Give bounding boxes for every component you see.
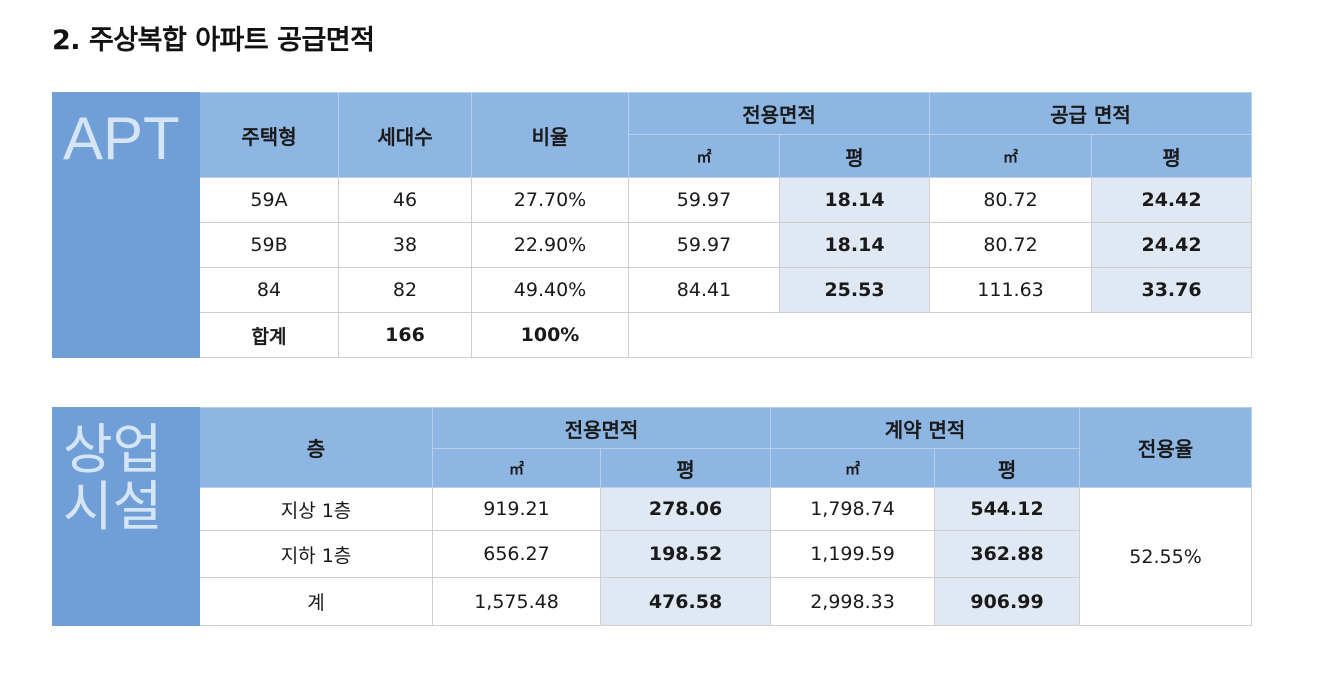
header-type: 주택형 xyxy=(199,92,339,178)
cell-exclusive-pyeong: 278.06 xyxy=(599,487,772,531)
cell-exclusive-sqm: 656.27 xyxy=(432,530,601,578)
table-row: 84 82 49.40% 84.41 25.53 111.63 33.76 xyxy=(53,267,1253,313)
cell-ratio: 27.70% xyxy=(471,177,629,223)
cell-floor: 지하 1층 xyxy=(199,530,433,578)
table-row: 59A 46 27.70% 59.97 18.14 80.72 24.42 xyxy=(53,177,1253,223)
cell-units: 82 xyxy=(338,267,472,313)
cell-exclusive-sqm: 919.21 xyxy=(432,487,601,531)
cell-type: 59A xyxy=(199,177,339,223)
cell-supply-sqm: 111.63 xyxy=(929,267,1093,313)
cell-total-label: 합계 xyxy=(199,312,339,358)
header-supply-pyeong: 평 xyxy=(1091,134,1253,178)
header-contract-area: 계약 면적 xyxy=(770,407,1081,449)
cell-ratio: 22.90% xyxy=(471,222,629,268)
table-row: 지하 1층 656.27 198.52 1,199.59 362.88 xyxy=(53,530,1252,578)
cell-contract-sqm: 1,199.59 xyxy=(770,530,936,578)
cell-contract-pyeong: 362.88 xyxy=(934,530,1081,578)
cell-exclusive-rate: 52.55% xyxy=(1079,487,1253,626)
cell-total-ratio: 100% xyxy=(471,312,629,358)
apt-side-label: APT xyxy=(52,92,200,358)
header-exclusive-sqm: ㎡ xyxy=(432,448,601,488)
cell-contract-pyeong: 544.12 xyxy=(934,487,1081,531)
table-row-total: 합계 166 100% xyxy=(53,312,1253,358)
header-contract-pyeong: 평 xyxy=(934,448,1081,488)
commercial-side-label: 상업 시설 xyxy=(52,407,200,626)
cell-floor: 계 xyxy=(199,577,433,626)
header-floor: 층 xyxy=(199,407,433,488)
cell-supply-pyeong: 24.42 xyxy=(1091,222,1253,268)
header-units: 세대수 xyxy=(338,92,472,178)
cell-ratio: 49.40% xyxy=(471,267,629,313)
cell-floor: 지상 1층 xyxy=(199,487,433,531)
page-title: 2. 주상복합 아파트 공급면적 xyxy=(52,25,375,56)
commercial-area-table: 상업 시설 층 전용면적 계약 면적 전용율 ㎡ 평 ㎡ 평 지상 1층 919.… xyxy=(52,407,1253,626)
header-exclusive-sqm: ㎡ xyxy=(628,134,780,178)
table-row: 지상 1층 919.21 278.06 1,798.74 544.12 52.5… xyxy=(53,487,1253,626)
cell-units: 38 xyxy=(338,222,472,268)
cell-units: 46 xyxy=(338,177,472,223)
header-supply-sqm: ㎡ xyxy=(929,134,1093,178)
header-ratio: 비율 xyxy=(471,92,629,178)
cell-contract-pyeong: 906.99 xyxy=(934,577,1081,626)
cell-exclusive-pyeong: 18.14 xyxy=(778,222,931,268)
cell-exclusive-pyeong: 25.53 xyxy=(778,267,931,313)
cell-total-empty xyxy=(627,312,1253,358)
cell-supply-sqm: 80.72 xyxy=(929,177,1093,223)
header-exclusive-area: 전용면적 xyxy=(431,407,772,449)
header-exclusive-rate: 전용율 xyxy=(1079,407,1253,488)
header-exclusive-pyeong: 평 xyxy=(778,134,931,178)
cell-contract-sqm: 2,998.33 xyxy=(770,577,936,626)
cell-contract-sqm: 1,798.74 xyxy=(770,487,936,531)
cell-supply-pyeong: 24.42 xyxy=(1091,177,1253,223)
cell-exclusive-pyeong: 476.58 xyxy=(599,577,772,626)
cell-type: 59B xyxy=(199,222,339,268)
side-label-line1: 상업 xyxy=(63,420,163,480)
apt-table-section: APT 주택형 세대수 비율 전용면적 공급 면적 ㎡ 평 ㎡ 평 59A 46… xyxy=(52,92,1253,358)
cell-exclusive-pyeong: 18.14 xyxy=(778,177,931,223)
commercial-table-section: 상업 시설 층 전용면적 계약 면적 전용율 ㎡ 평 ㎡ 평 지상 1층 919.… xyxy=(52,407,1253,626)
cell-supply-pyeong: 33.76 xyxy=(1091,267,1253,313)
cell-exclusive-sqm: 1,575.48 xyxy=(432,577,601,626)
cell-exclusive-pyeong: 198.52 xyxy=(599,530,772,578)
header-supply-area: 공급 면적 xyxy=(929,92,1253,135)
table-row-total: 계 1,575.48 476.58 2,998.33 906.99 xyxy=(53,577,1252,626)
cell-type: 84 xyxy=(199,267,339,313)
header-exclusive-pyeong: 평 xyxy=(599,448,772,488)
cell-supply-sqm: 80.72 xyxy=(929,222,1093,268)
side-label-line2: 시설 xyxy=(63,476,163,537)
cell-exclusive-sqm: 59.97 xyxy=(628,177,780,223)
header-contract-sqm: ㎡ xyxy=(770,448,936,488)
header-exclusive-area: 전용면적 xyxy=(627,92,931,135)
apt-area-table: APT 주택형 세대수 비율 전용면적 공급 면적 ㎡ 평 ㎡ 평 59A 46… xyxy=(52,92,1253,358)
cell-total-units: 166 xyxy=(338,312,472,358)
cell-exclusive-sqm: 59.97 xyxy=(628,222,780,268)
table-row: 59B 38 22.90% 59.97 18.14 80.72 24.42 xyxy=(53,222,1253,268)
cell-exclusive-sqm: 84.41 xyxy=(628,267,780,313)
